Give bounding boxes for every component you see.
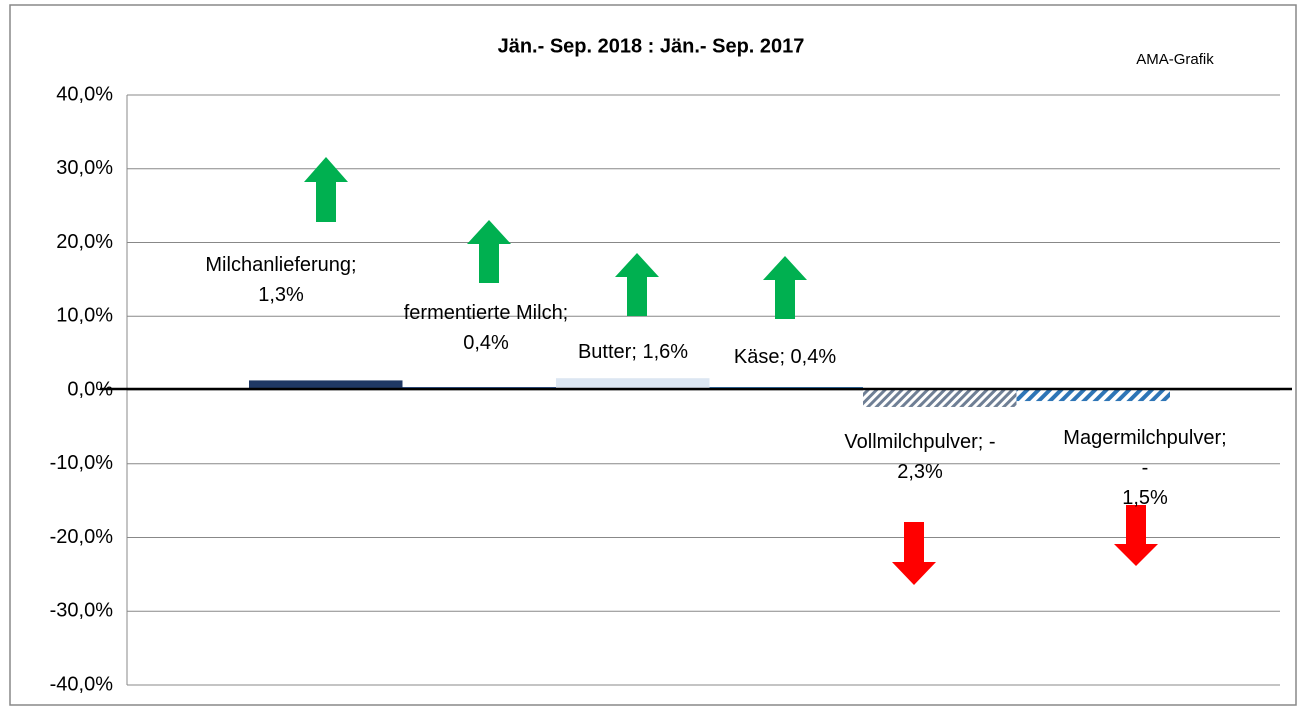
annotation: AMA-Grafik <box>1136 51 1214 68</box>
y-tick-label: -40,0% <box>50 673 114 695</box>
y-tick-label: 40,0% <box>56 83 113 105</box>
y-tick-label: 0,0% <box>67 378 113 400</box>
arrows <box>304 157 1158 585</box>
up-arrow <box>467 220 511 283</box>
y-tick-label: -10,0% <box>50 452 114 474</box>
data-label: Vollmilchpulver; - 2,3% <box>844 431 996 483</box>
data-label: Milchanlieferung; 1,3% <box>205 254 357 306</box>
y-tick-label: -30,0% <box>50 600 114 622</box>
bar <box>1016 390 1170 402</box>
y-tick-label: 30,0% <box>56 157 113 179</box>
chart-border <box>9 4 1297 706</box>
data-label: Butter; 1,6% <box>577 341 689 363</box>
bar <box>556 378 710 390</box>
y-tick-label: 10,0% <box>56 305 113 327</box>
bar <box>249 380 403 390</box>
down-arrow <box>892 522 936 585</box>
y-tick-label: 20,0% <box>56 231 113 253</box>
bar <box>863 390 1017 407</box>
chart-title: Jän.- Sep. 2018 : Jän.- Sep. 2017 <box>498 35 805 57</box>
up-arrow <box>304 157 348 222</box>
up-arrow <box>763 256 807 319</box>
data-label: Magermilchpulver; - 1,5% <box>1063 427 1227 509</box>
down-arrow <box>1114 505 1158 566</box>
data-label: fermentierte Milch; 0,4% <box>403 302 569 354</box>
y-tick-label: -20,0% <box>50 526 114 548</box>
up-arrow <box>615 253 659 316</box>
data-label: Käse; 0,4% <box>733 346 837 368</box>
